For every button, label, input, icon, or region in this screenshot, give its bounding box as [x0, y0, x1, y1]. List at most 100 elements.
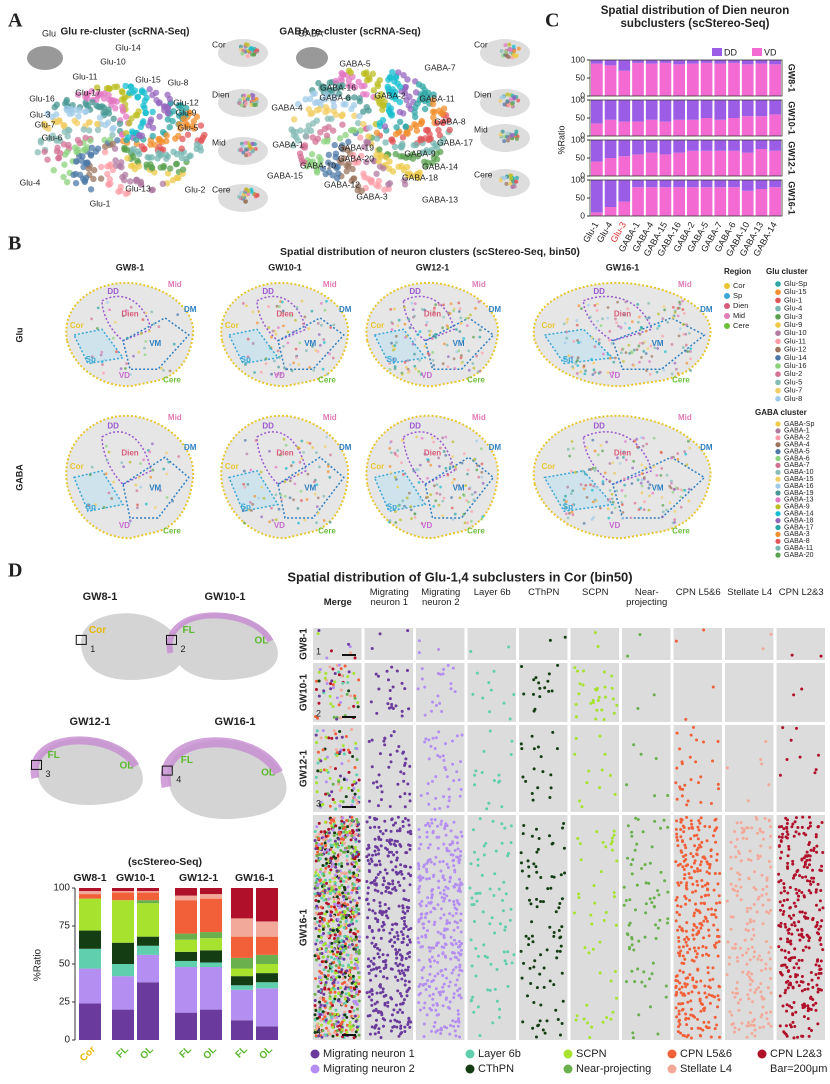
cell-dot — [441, 985, 445, 989]
cell-dot — [610, 836, 614, 840]
bar-segment — [137, 936, 159, 946]
bar-segment — [741, 152, 754, 176]
x-tick-label: OL — [138, 1044, 156, 1062]
cell-dot — [417, 958, 421, 962]
cell-dot — [334, 856, 338, 860]
roi-box — [161, 765, 173, 776]
legend-swatch — [775, 511, 781, 517]
cell-dot — [357, 949, 361, 953]
cluster-dot — [291, 460, 295, 464]
cell-dot — [322, 833, 326, 837]
cell-dot — [345, 969, 349, 973]
cluster-dot — [420, 373, 423, 376]
umap-dot — [109, 126, 116, 133]
cluster-dot — [391, 348, 395, 352]
bar-segment — [591, 60, 603, 64]
cell-dot — [340, 1025, 344, 1029]
cluster-dot — [591, 373, 595, 376]
cell-dot — [315, 679, 319, 683]
cell-dot — [393, 885, 397, 889]
umap-dot — [361, 173, 368, 181]
bar-segment — [673, 152, 685, 176]
cell-dot — [486, 988, 490, 992]
cell-dot — [348, 870, 352, 874]
cell-dot — [403, 816, 407, 820]
cluster-dot — [632, 439, 636, 443]
cluster-dot — [565, 336, 569, 340]
umap-dot — [375, 157, 382, 165]
umap-dot — [135, 163, 143, 170]
cell-dot — [339, 688, 343, 692]
cell-dot — [431, 1003, 435, 1007]
cell-dot — [474, 769, 478, 773]
cluster-dot — [104, 444, 108, 448]
cluster-dot — [579, 370, 583, 374]
cell-dot — [541, 770, 545, 774]
cell-dot — [702, 628, 706, 632]
cell-dot — [375, 785, 379, 789]
cell-dot — [351, 974, 355, 978]
cell-dot — [534, 865, 538, 869]
cluster-dot — [593, 345, 597, 349]
cell-dot — [654, 923, 658, 927]
cluster-dot — [472, 457, 476, 461]
bar-segment — [645, 63, 658, 96]
bar-segment — [659, 187, 672, 216]
cell-dot — [348, 968, 352, 972]
bar-segment — [700, 180, 713, 188]
cell-dot — [357, 935, 361, 939]
cluster-dot — [301, 322, 305, 326]
cell-dot — [420, 968, 424, 972]
cluster-dot — [564, 512, 568, 516]
cell-dot — [393, 1018, 397, 1022]
cell-dot — [439, 932, 443, 936]
umap-dot — [313, 107, 321, 114]
cell-dot — [546, 679, 550, 683]
cell-dot — [408, 1025, 412, 1029]
cluster-dot — [569, 492, 573, 495]
cell-dot — [387, 850, 391, 854]
cluster-dot — [466, 521, 469, 525]
cell-dot — [391, 923, 395, 927]
cell-dot — [395, 922, 399, 926]
bar-segment — [200, 938, 222, 951]
cluster-dot — [576, 339, 580, 342]
umap-dot — [501, 95, 506, 100]
cell-dot — [800, 687, 804, 691]
cell-dot — [452, 996, 456, 1000]
umap-dot — [55, 154, 63, 162]
legend-swatch — [775, 518, 781, 524]
cell-dot — [452, 885, 456, 889]
cell-dot — [408, 847, 412, 851]
legend-swatch — [724, 303, 730, 309]
cluster-dot — [296, 473, 300, 477]
cell-dot — [596, 698, 600, 702]
legend-title: Glu cluster — [766, 267, 808, 276]
cluster-dot — [276, 372, 279, 376]
cell-dot — [385, 976, 389, 980]
cell-dot — [349, 915, 353, 919]
cluster-dot — [688, 446, 692, 450]
cell-dot — [369, 978, 373, 982]
cell-dot — [335, 953, 339, 957]
cell-dot — [454, 983, 458, 987]
cluster-dot — [300, 457, 304, 460]
cell-dot — [453, 1029, 457, 1033]
umap-dot — [111, 145, 119, 152]
cluster-dot — [407, 317, 411, 321]
cell-dot — [336, 913, 340, 917]
cluster-dot — [682, 332, 686, 336]
cell-dot — [420, 976, 424, 980]
cell-dot — [422, 966, 426, 970]
cell-dot — [333, 933, 337, 937]
cell-dot — [387, 906, 391, 910]
cell-dot — [557, 906, 561, 910]
legend-swatch — [775, 355, 781, 361]
cluster-dot — [319, 302, 323, 305]
cluster-dot — [325, 299, 328, 303]
bar-segment — [200, 932, 222, 939]
cell-dot — [356, 878, 360, 882]
cell-dot — [388, 940, 392, 944]
cell-dot — [345, 854, 349, 858]
cell-dot — [542, 966, 546, 970]
